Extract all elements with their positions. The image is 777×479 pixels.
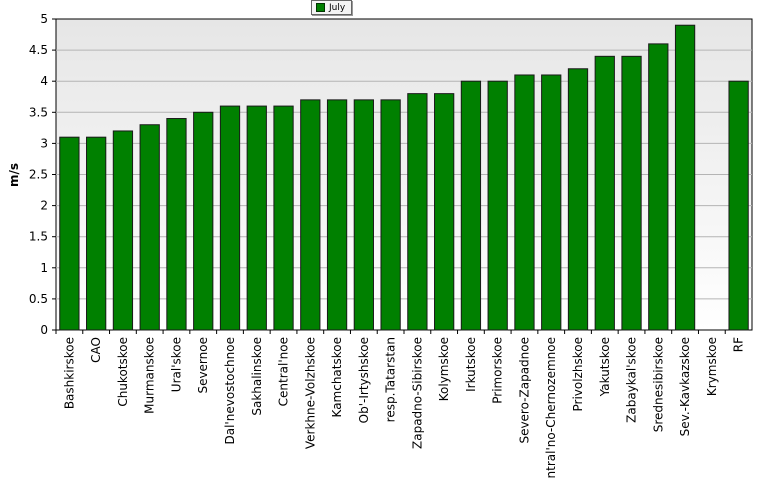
x-tick-label: Murmanskoe bbox=[143, 337, 157, 414]
x-tick-label: RF bbox=[732, 337, 746, 352]
bar bbox=[407, 93, 428, 331]
bars bbox=[59, 24, 749, 331]
bar bbox=[166, 118, 187, 331]
x-tick-label: resp.Tatarstan bbox=[384, 337, 398, 422]
x-tick-label: Primorskoe bbox=[491, 337, 505, 404]
x-tick-label: Verkhne-Volzhskoe bbox=[303, 337, 317, 449]
legend-label: July bbox=[329, 2, 346, 13]
y-tick-label: 1.5 bbox=[29, 230, 48, 244]
x-tick-label: Severnoe bbox=[196, 337, 210, 394]
y-tick-label: 5 bbox=[40, 12, 48, 26]
legend: July bbox=[311, 0, 353, 15]
x-tick-label: Srednesibirskoe bbox=[651, 337, 665, 432]
x-tick-label: Central'no-Chernozemnoe bbox=[544, 337, 558, 479]
bar bbox=[86, 136, 107, 331]
x-tick-label: Ob'-Irtyshskoe bbox=[357, 337, 371, 423]
y-tick-label: 1 bbox=[40, 261, 48, 275]
bar bbox=[434, 93, 455, 331]
x-tick-label: Zapadno-Sibirskoe bbox=[410, 337, 424, 449]
bar bbox=[219, 105, 241, 331]
bar bbox=[567, 68, 589, 331]
bar bbox=[193, 111, 214, 331]
y-axis-label: m/s bbox=[7, 163, 21, 187]
legend-swatch bbox=[316, 3, 325, 12]
y-tick-label: 3.5 bbox=[29, 105, 48, 119]
bar bbox=[648, 43, 669, 331]
x-tick-label: Kolymskoe bbox=[437, 337, 451, 401]
x-tick-label: Krymskoe bbox=[705, 337, 719, 396]
bar bbox=[273, 105, 294, 331]
x-tick-label: Sakhalinskoe bbox=[250, 337, 264, 416]
bar bbox=[514, 74, 535, 331]
y-tick-label: 0.5 bbox=[29, 292, 48, 306]
x-tick-label: Dal'nevostochnoe bbox=[223, 337, 237, 445]
x-tick-label: Central'noe bbox=[277, 337, 291, 406]
bar bbox=[541, 74, 562, 331]
x-tick-label: Zabaykal'skoe bbox=[625, 337, 639, 423]
x-tick-label: CAO bbox=[89, 337, 103, 363]
bar bbox=[353, 99, 374, 331]
x-tick-label: Sev.-Kavkazskoe bbox=[678, 337, 692, 436]
x-tick-label: Yakutskoe bbox=[598, 337, 612, 397]
x-tick-label: Bashkirskoe bbox=[62, 337, 76, 409]
bar bbox=[112, 130, 134, 331]
y-tick-label: 0 bbox=[40, 323, 48, 337]
y-tick-label: 4.5 bbox=[29, 43, 48, 57]
y-tick-label: 3 bbox=[40, 136, 48, 150]
x-tick-label: Ural'skoe bbox=[169, 337, 183, 392]
bar bbox=[326, 99, 348, 331]
x-tick-label: Kamchatskoe bbox=[330, 337, 344, 417]
bar bbox=[139, 124, 160, 331]
x-axis-ticks: Bashkirskoe CAO Chukotskoe Murmanskoe Ural's… bbox=[55, 330, 746, 479]
bar bbox=[246, 105, 267, 331]
bar bbox=[59, 136, 80, 331]
y-axis-ticks: 0 0.5 1 1.5 2 2.5 3 3.5 4 4.5 5 bbox=[29, 12, 56, 337]
bar bbox=[300, 99, 321, 331]
x-tick-label: Irkutskoe bbox=[464, 337, 478, 392]
bar bbox=[380, 99, 401, 331]
bar bbox=[621, 55, 642, 331]
x-tick-label: Chukotskoe bbox=[116, 337, 130, 407]
bar bbox=[487, 80, 508, 331]
bar bbox=[728, 80, 749, 331]
y-tick-label: 2 bbox=[40, 199, 48, 213]
bar bbox=[460, 80, 482, 331]
y-tick-label: 4 bbox=[40, 74, 48, 88]
bar bbox=[594, 55, 615, 331]
bar bbox=[674, 24, 696, 331]
x-tick-label: Severo-Zapadnoe bbox=[517, 337, 531, 444]
y-tick-label: 2.5 bbox=[29, 168, 48, 182]
x-tick-label: Privolzhskoe bbox=[571, 337, 585, 411]
